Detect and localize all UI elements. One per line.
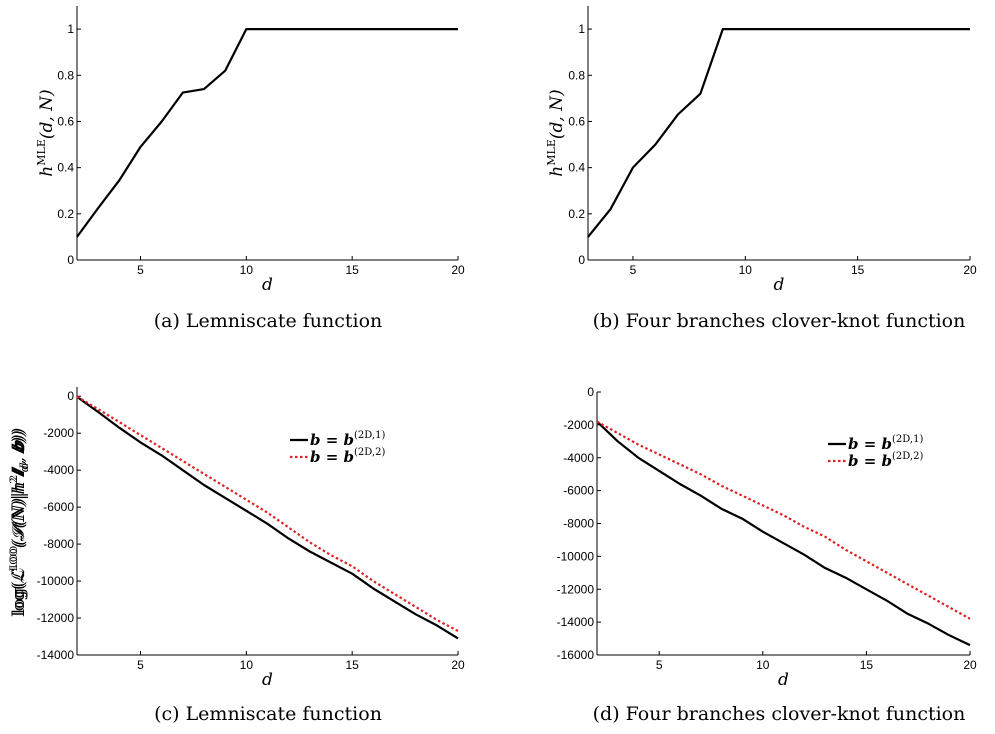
x-tick-label: 5 bbox=[630, 263, 637, 277]
series-line-2 bbox=[76, 395, 459, 632]
panel-caption: (c) Lemniscate function bbox=[154, 703, 382, 725]
x-axis-label: d bbox=[262, 670, 273, 690]
y-tick-label: -14000 bbox=[37, 648, 75, 662]
x-tick-label: 15 bbox=[345, 263, 359, 277]
series-line-1 bbox=[76, 395, 459, 640]
x-axis-label: d bbox=[774, 275, 785, 295]
y-tick-label: 1 bbox=[67, 22, 74, 36]
y-tick-label: -8000 bbox=[43, 537, 74, 551]
panel-caption: (a) Lemniscate function bbox=[154, 310, 383, 332]
y-tick-label: -10000 bbox=[557, 549, 595, 563]
y-tick-label: -2000 bbox=[563, 418, 594, 432]
x-tick-label: 10 bbox=[739, 263, 753, 277]
series-line-1 bbox=[76, 28, 458, 238]
y-tick-label: 0.6 bbox=[57, 114, 74, 128]
legend-label-2: b = b(2D,2) bbox=[848, 451, 923, 470]
y-axis-label: log(ℒLOO(𝒮(N)|h2𝑰d, 𝒃)) bbox=[9, 430, 31, 616]
x-tick-label: 5 bbox=[656, 658, 663, 672]
y-tick-label: 0.2 bbox=[568, 207, 585, 221]
x-tick-label: 15 bbox=[345, 658, 359, 672]
x-tick-label: 10 bbox=[756, 658, 770, 672]
y-tick-label: -10000 bbox=[37, 574, 75, 588]
x-tick-label: 20 bbox=[451, 658, 465, 672]
y-tick-label: 1 bbox=[578, 22, 585, 36]
y-tick-label: 0 bbox=[578, 253, 585, 267]
y-tick-label: 0.8 bbox=[57, 68, 74, 82]
y-tick-label: 0.8 bbox=[568, 68, 585, 82]
x-tick-label: 10 bbox=[240, 658, 254, 672]
y-tick-label: 0 bbox=[67, 389, 74, 403]
x-tick-label: 5 bbox=[137, 658, 144, 672]
series-line-1 bbox=[596, 420, 971, 647]
x-tick-label: 20 bbox=[963, 263, 977, 277]
y-tick-label: -12000 bbox=[37, 611, 75, 625]
y-tick-label: 0 bbox=[67, 253, 74, 267]
x-axis-label: d bbox=[262, 275, 273, 295]
series-line-1 bbox=[587, 28, 970, 238]
y-tick-label: -2000 bbox=[43, 426, 74, 440]
legend-label-2: b = b(2D,2) bbox=[310, 447, 385, 466]
x-tick-label: 5 bbox=[137, 263, 144, 277]
legend-label-1: b = b(2D,1) bbox=[310, 430, 385, 449]
y-tick-label: 0 bbox=[587, 385, 594, 399]
y-tick-label: -8000 bbox=[563, 517, 594, 531]
x-tick-label: 15 bbox=[851, 263, 865, 277]
x-tick-label: 20 bbox=[451, 263, 465, 277]
panel-caption: (b) Four branches clover-knot function bbox=[593, 310, 966, 332]
x-axis-label: d bbox=[778, 670, 789, 690]
legend-label-1: b = b(2D,1) bbox=[848, 434, 923, 453]
y-tick-label: 0.4 bbox=[57, 161, 74, 175]
y-tick-label: -14000 bbox=[557, 615, 595, 629]
y-tick-label: -12000 bbox=[557, 582, 595, 596]
panel-caption: (d) Four branches clover-knot function bbox=[593, 703, 966, 725]
y-tick-label: -6000 bbox=[563, 484, 594, 498]
y-tick-label: -4000 bbox=[563, 451, 594, 465]
y-tick-label: -4000 bbox=[43, 463, 74, 477]
y-tick-label: -6000 bbox=[43, 500, 74, 514]
y-axis-label: hMLE(d, N) bbox=[35, 89, 57, 176]
x-tick-label: 15 bbox=[860, 658, 874, 672]
y-axis-label: hMLE(d, N) bbox=[545, 89, 567, 176]
y-axis-label: log(ℒLOO(𝒮(N)|h2𝑰d, 𝒃)) bbox=[9, 428, 31, 614]
chart-panel-d: 0 -2000 -4000 -6000 -8000 -10000 -12000 -14000 -… bbox=[9, 385, 977, 725]
y-tick-label: 0.2 bbox=[57, 207, 74, 221]
y-tick-label: 0.6 bbox=[568, 114, 585, 128]
series-line-2 bbox=[596, 420, 971, 620]
chart-panel-c: 0 -2000 -4000 -6000 -8000 -10000 -12000 -14000 5… bbox=[9, 387, 465, 725]
y-tick-label: -16000 bbox=[557, 648, 595, 662]
x-tick-label: 20 bbox=[963, 658, 977, 672]
x-tick-label: 10 bbox=[240, 263, 254, 277]
y-tick-label: 0.4 bbox=[568, 161, 585, 175]
